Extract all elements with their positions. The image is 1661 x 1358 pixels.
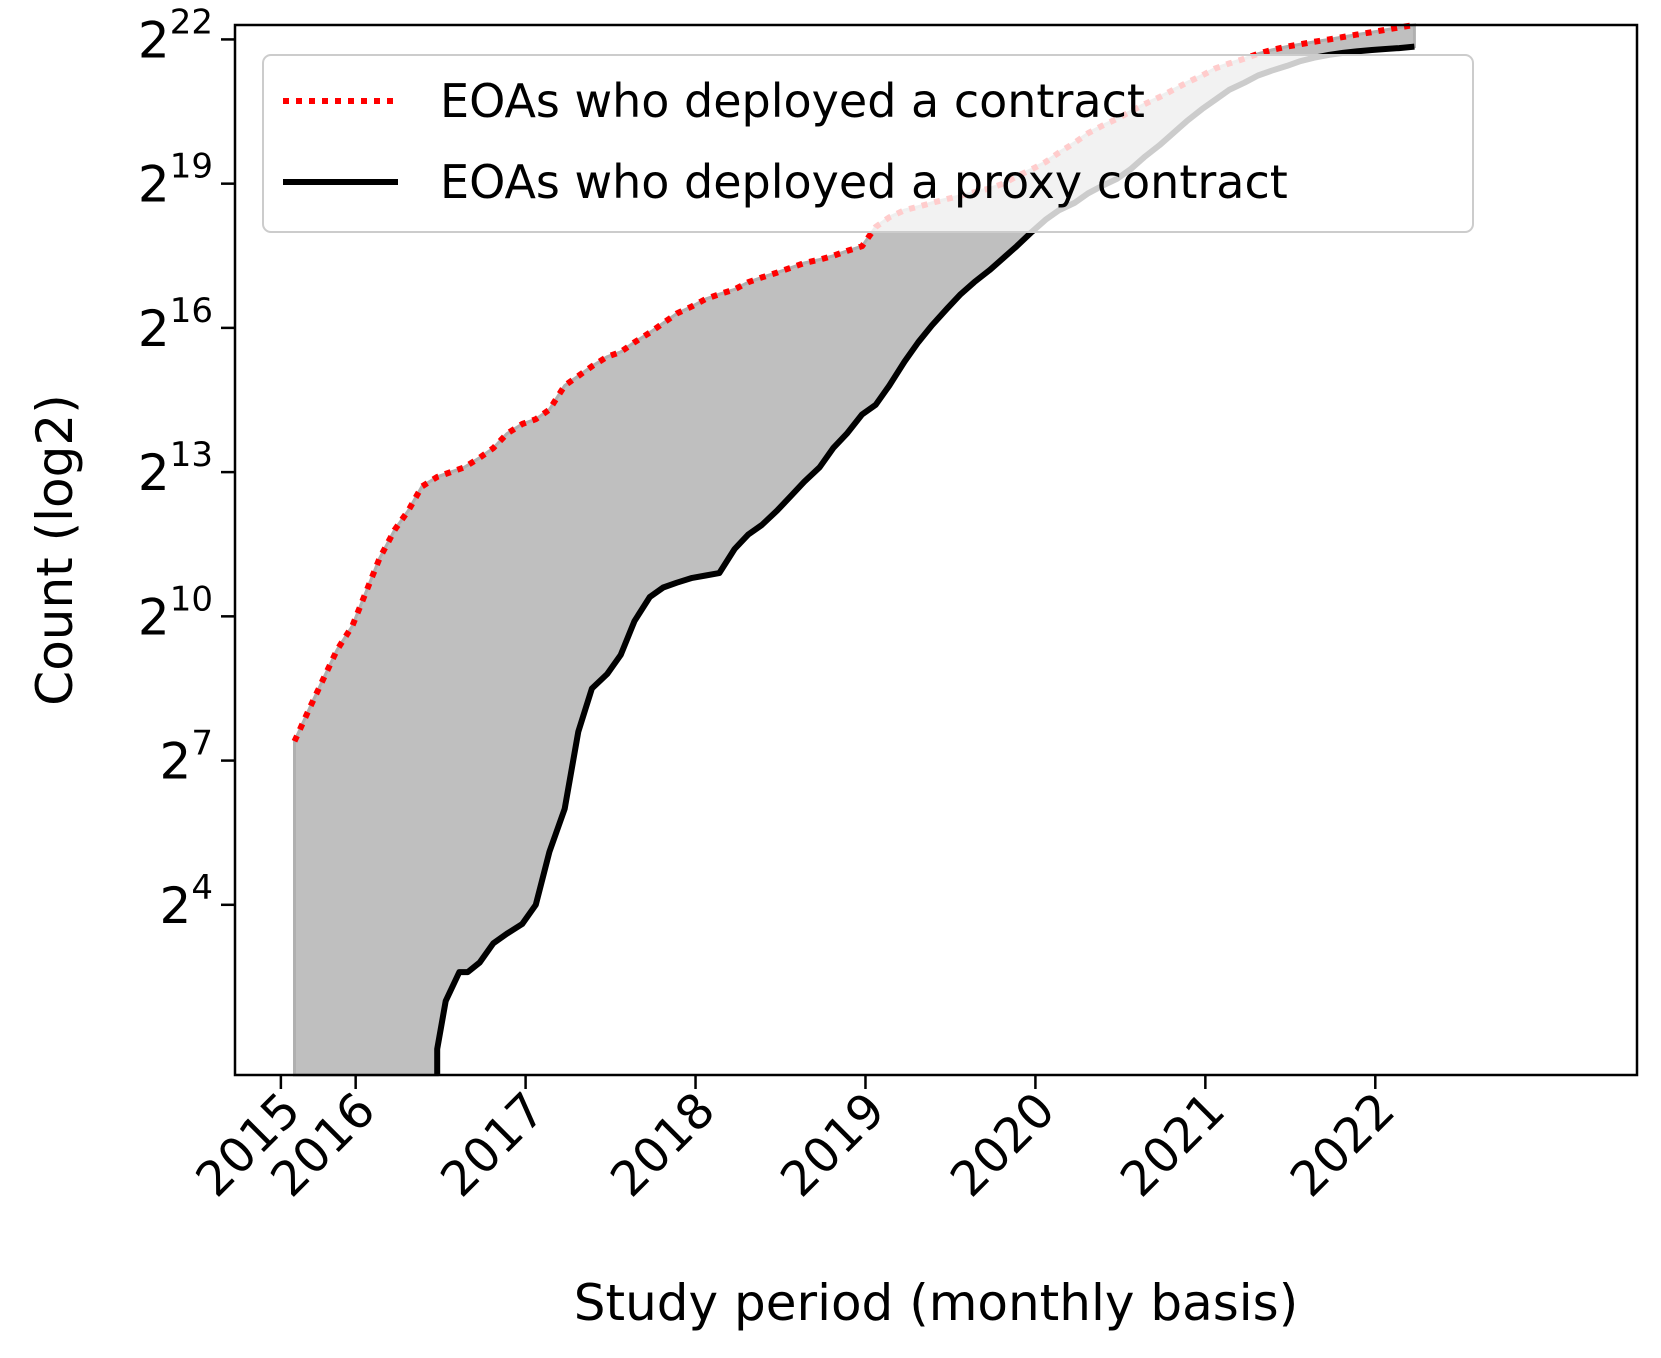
y-tick-label: 27 xyxy=(160,724,213,791)
y-tick-label: 222 xyxy=(138,2,213,69)
y-tick-label: 213 xyxy=(138,435,213,502)
legend-label-contract: EOAs who deployed a contract xyxy=(440,74,1145,128)
legend: EOAs who deployed a contract EOAs who de… xyxy=(262,54,1474,233)
legend-label-proxy: EOAs who deployed a proxy contract xyxy=(440,155,1288,209)
y-tick-label: 216 xyxy=(138,291,213,358)
y-axis: 24 27 210 213 216 219 222 xyxy=(138,2,235,935)
y-tick-label: 24 xyxy=(160,868,213,935)
x-axis-label: Study period (monthly basis) xyxy=(574,1274,1298,1332)
plot-frame xyxy=(233,23,1639,1077)
y-tick-label: 219 xyxy=(138,147,213,214)
y-axis-label: Count (log2) xyxy=(26,394,84,705)
legend-box xyxy=(262,54,1474,233)
y-tick-label: 210 xyxy=(138,579,213,646)
